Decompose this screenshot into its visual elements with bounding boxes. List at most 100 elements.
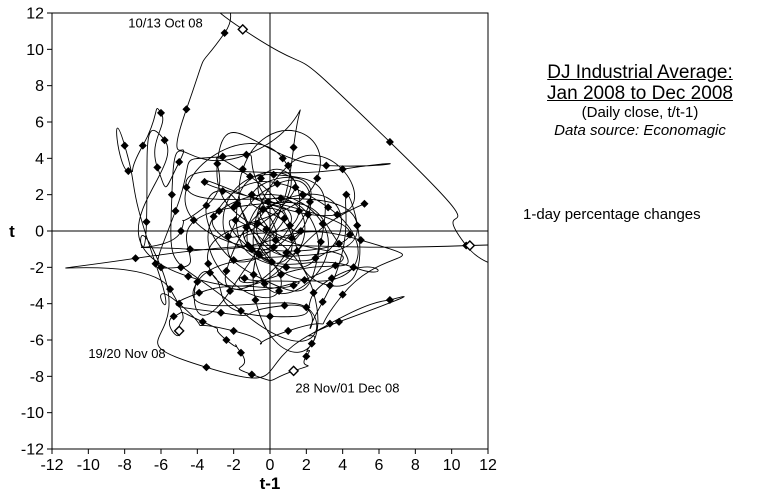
data-point bbox=[251, 296, 260, 305]
data-point bbox=[247, 245, 256, 254]
chart-subtitle: (Daily close, t/t-1) bbox=[581, 104, 699, 121]
data-point bbox=[282, 263, 291, 272]
x-tick-label: -4 bbox=[190, 457, 204, 474]
data-point bbox=[182, 183, 191, 192]
data-point bbox=[124, 167, 133, 176]
x-tick-label: -2 bbox=[227, 457, 241, 474]
data-point bbox=[184, 272, 193, 281]
y-tick-label: -6 bbox=[30, 333, 44, 350]
data-point bbox=[275, 286, 284, 295]
data-point bbox=[169, 312, 178, 321]
x-tick-label: 12 bbox=[479, 457, 497, 474]
data-point bbox=[247, 370, 256, 379]
data-point bbox=[276, 194, 285, 203]
data-point bbox=[300, 276, 309, 285]
y-tick-label: -8 bbox=[30, 369, 44, 386]
data-point bbox=[236, 348, 245, 357]
data-point bbox=[325, 281, 334, 290]
data-point bbox=[166, 285, 175, 294]
data-point bbox=[175, 157, 184, 166]
data-point bbox=[296, 226, 305, 236]
chart-title-block: DJ Industrial Average: Jan 2008 to Dec 2… bbox=[505, 62, 775, 140]
data-point bbox=[215, 206, 224, 216]
y-axis-title: t bbox=[9, 222, 15, 241]
data-point bbox=[220, 28, 229, 38]
y-tick-label: -12 bbox=[21, 442, 44, 459]
data-point bbox=[226, 286, 235, 295]
data-point bbox=[198, 317, 207, 326]
data-point bbox=[278, 154, 287, 163]
annotation-label: 10/13 Oct 08 bbox=[128, 16, 202, 31]
data-point bbox=[216, 308, 225, 317]
data-point bbox=[282, 248, 291, 257]
data-point bbox=[213, 159, 222, 168]
data-point bbox=[229, 203, 238, 212]
y-tick-label: -10 bbox=[21, 405, 44, 422]
data-point bbox=[224, 232, 233, 241]
data-point bbox=[356, 236, 365, 245]
data-point bbox=[256, 174, 265, 183]
data-point bbox=[285, 221, 295, 230]
data-point bbox=[302, 303, 311, 312]
data-point bbox=[222, 335, 231, 345]
chart-title-line-1: DJ Industrial Average: bbox=[547, 62, 733, 83]
data-point bbox=[204, 259, 213, 268]
data-point bbox=[267, 257, 276, 266]
data-point bbox=[302, 352, 311, 361]
x-tick-label: -6 bbox=[154, 457, 168, 474]
series-connecting-line bbox=[65, 13, 488, 381]
data-point bbox=[289, 281, 298, 290]
data-point bbox=[322, 161, 331, 170]
data-point bbox=[335, 239, 344, 248]
data-point bbox=[276, 270, 285, 279]
data-point bbox=[222, 266, 231, 275]
data-point bbox=[258, 205, 267, 214]
data-point bbox=[284, 161, 293, 170]
data-point bbox=[284, 326, 293, 335]
data-point bbox=[249, 270, 258, 279]
data-point bbox=[151, 259, 160, 268]
y-tick-label: 0 bbox=[35, 224, 44, 241]
data-point bbox=[293, 246, 302, 256]
data-point bbox=[182, 105, 191, 114]
data-point-open bbox=[173, 325, 185, 337]
y-tick-label: 8 bbox=[35, 78, 44, 95]
data-point bbox=[255, 250, 264, 259]
data-point bbox=[307, 339, 316, 348]
data-point bbox=[253, 219, 262, 228]
x-tick-label: 10 bbox=[443, 457, 461, 474]
data-point bbox=[262, 225, 271, 234]
data-point bbox=[316, 237, 325, 246]
x-axis-title: t-1 bbox=[260, 474, 281, 493]
data-point bbox=[318, 219, 327, 228]
data-point bbox=[269, 243, 278, 252]
data-point bbox=[318, 297, 327, 306]
data-point bbox=[360, 199, 369, 208]
data-point bbox=[298, 190, 307, 199]
data-point bbox=[176, 263, 186, 272]
data-point bbox=[295, 206, 304, 216]
y-tick-label: 12 bbox=[26, 6, 44, 23]
data-point bbox=[202, 201, 211, 210]
data-point bbox=[138, 141, 147, 150]
data-point bbox=[342, 190, 351, 199]
annotation-label: 28 Nov/01 Dec 08 bbox=[295, 381, 399, 396]
data-point bbox=[327, 274, 336, 283]
data-point bbox=[313, 174, 322, 183]
data-point bbox=[345, 230, 354, 239]
data-point bbox=[331, 261, 340, 270]
data-point bbox=[193, 277, 202, 286]
data-point bbox=[280, 301, 289, 310]
data-point bbox=[160, 136, 169, 145]
data-point bbox=[271, 236, 280, 245]
x-tick-label: 4 bbox=[338, 457, 347, 474]
y-tick-label: -4 bbox=[30, 296, 44, 313]
data-source: Data source: Economagic bbox=[554, 122, 726, 139]
data-point bbox=[236, 306, 245, 315]
data-point bbox=[153, 163, 162, 172]
data-point bbox=[289, 143, 298, 152]
data-point bbox=[260, 279, 269, 288]
data-point bbox=[176, 226, 186, 236]
data-point bbox=[240, 274, 249, 283]
data-point bbox=[229, 326, 238, 335]
